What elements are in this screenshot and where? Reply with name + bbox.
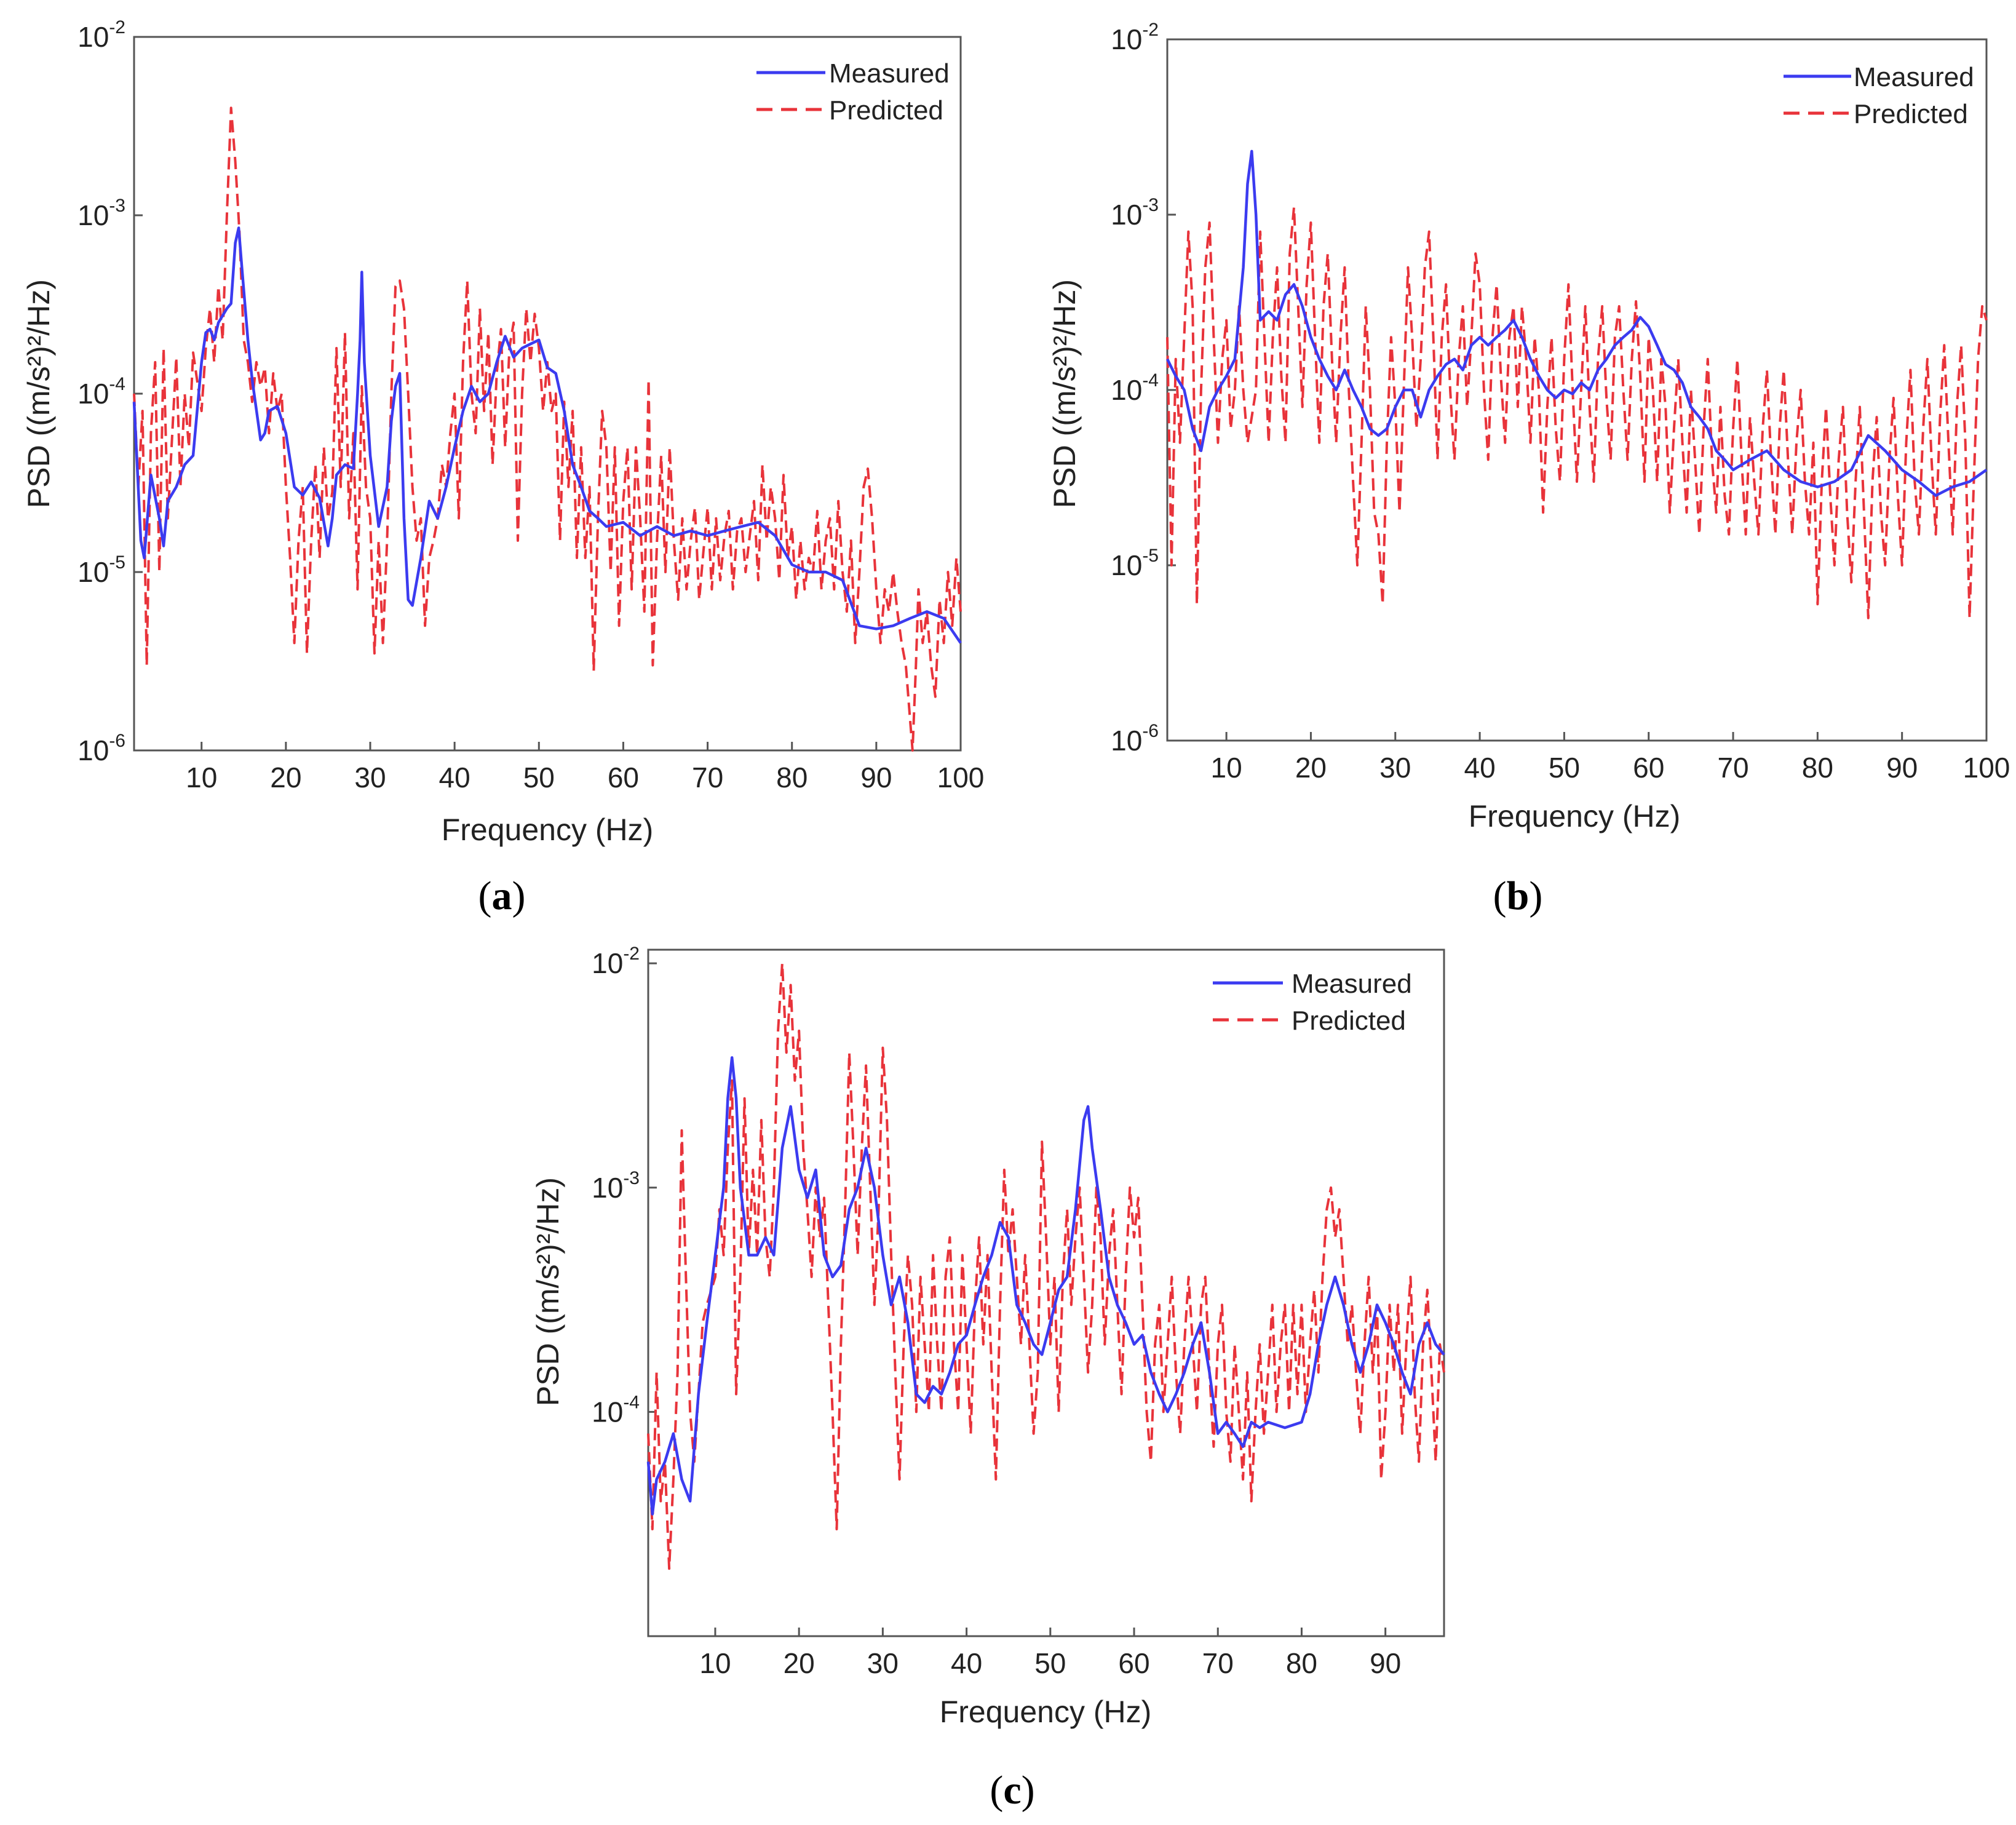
panel-a-y-tick-label: 10-4 bbox=[77, 374, 125, 410]
panel-b: 10-210-310-410-510-6 10 20 30 40 50 60 70 80 90 1… bbox=[1047, 20, 2010, 918]
panel-a-y-ticks: 10-2 10-3 10-4 10-5 10-6 bbox=[77, 17, 143, 766]
panel-a-y-tick-label: 10-5 bbox=[77, 552, 125, 588]
panel-a-series bbox=[132, 106, 962, 752]
panel-b-series bbox=[1165, 149, 1988, 619]
panel-c-predicted-line bbox=[647, 962, 1445, 1570]
panel-c-series bbox=[646, 962, 1445, 1570]
panel-b-label: (b) bbox=[1493, 873, 1543, 918]
panel-c-x-tick-label: 90 bbox=[1370, 1647, 1401, 1679]
panel-a-x-tick-label: 90 bbox=[860, 761, 892, 793]
panel-a-x-tick-label: 50 bbox=[523, 761, 555, 793]
panel-a-x-tick-label: 40 bbox=[439, 761, 470, 793]
panel-c-x-ticks: 10 20 30 40 50 60 70 80 90 bbox=[699, 1628, 1401, 1679]
panel-c-x-tick-label: 50 bbox=[1034, 1647, 1066, 1679]
panel-c-x-tick-label: 10 bbox=[699, 1647, 731, 1679]
panel-a-x-tick-label: 70 bbox=[692, 761, 723, 793]
panel-c-x-tick-label: 20 bbox=[784, 1647, 815, 1679]
panel-c-x-tick-label: 40 bbox=[951, 1647, 982, 1679]
panel-a-plot-frame bbox=[133, 36, 962, 752]
panel-c-label: (c) bbox=[990, 1768, 1034, 1813]
panel-b-x-tick-label: 80 bbox=[1802, 752, 1833, 784]
panel-b-x-tick-label: 50 bbox=[1549, 752, 1580, 784]
panel-c-y-ticks: 10-2 10-3 10-4 bbox=[592, 944, 657, 1428]
panel-b-legend: Measured Predicted bbox=[1784, 62, 1974, 129]
panel-b-y-ticks: 10-2 10-3 10-4 10-5 10-6 bbox=[1111, 20, 1176, 757]
panel-b-x-tick-label: 10 bbox=[1211, 752, 1242, 784]
panel-a-y-tick-label: 10-2 bbox=[77, 17, 125, 53]
panel-c-x-tick-label: 30 bbox=[867, 1647, 899, 1679]
panel-b-predicted-line bbox=[1166, 206, 1988, 619]
panel-c-x-tick-label: 70 bbox=[1202, 1647, 1234, 1679]
panel-b-x-tick-label: 60 bbox=[1633, 752, 1664, 784]
panel-a-legend-predicted-label: Predicted bbox=[829, 95, 943, 125]
panel-b-y-axis-title: PSD ((m/s²)²/Hz) bbox=[1047, 279, 1082, 508]
panel-b-y-tick-label: 10-5 bbox=[1111, 546, 1159, 581]
panel-b-x-tick-label: 30 bbox=[1379, 752, 1411, 784]
panel-c-x-tick-label: 80 bbox=[1286, 1647, 1317, 1679]
panel-b-x-tick-label: 40 bbox=[1464, 752, 1495, 784]
panel-a-x-axis-title: Frequency (Hz) bbox=[442, 813, 654, 847]
panel-b-legend-predicted-label: Predicted bbox=[1854, 99, 1968, 129]
panel-b-x-tick-label: 100 bbox=[1963, 752, 2010, 784]
panel-b-x-axis-title: Frequency (Hz) bbox=[1469, 799, 1681, 833]
panel-b-x-tick-label: 20 bbox=[1295, 752, 1327, 784]
panel-b-x-tick-label: 90 bbox=[1886, 752, 1918, 784]
panel-b-x-tick-label: 70 bbox=[1717, 752, 1748, 784]
panel-c-legend-measured-label: Measured bbox=[1292, 969, 1412, 999]
panel-a-x-tick-label: 100 bbox=[937, 761, 985, 793]
panel-c-y-axis-title: PSD ((m/s²)²/Hz) bbox=[531, 1177, 565, 1406]
panel-c-legend-predicted-label: Predicted bbox=[1292, 1006, 1406, 1036]
panel-a-x-tick-label: 10 bbox=[186, 761, 217, 793]
panel-a-legend: Measured Predicted bbox=[756, 58, 950, 125]
panel-b-y-tick-label: 10-4 bbox=[1111, 370, 1159, 406]
panel-c-measured-line bbox=[646, 1056, 1445, 1516]
panel-a-x-tick-label: 80 bbox=[776, 761, 808, 793]
panel-b-measured-line bbox=[1165, 149, 1988, 497]
panel-c-plot-frame bbox=[647, 948, 1445, 1637]
panel-b-x-ticks: 10 20 30 40 50 60 70 80 90 100 bbox=[1211, 732, 2010, 784]
panel-c-y-tick-label: 10-3 bbox=[592, 1168, 640, 1204]
panel-a-y-tick-label: 10-3 bbox=[77, 196, 125, 231]
panel-c-y-tick-label: 10-4 bbox=[592, 1392, 640, 1428]
panel-a-x-tick-label: 30 bbox=[354, 761, 386, 793]
panel-b-y-tick-label: 10-6 bbox=[1111, 721, 1159, 757]
panel-b-legend-measured-label: Measured bbox=[1854, 62, 1974, 92]
panel-a-y-axis-title: PSD ((m/s²)²/Hz) bbox=[22, 279, 56, 508]
panel-a-measured-line bbox=[132, 226, 962, 644]
panel-b-y-tick-label: 10-2 bbox=[1111, 20, 1159, 55]
panel-c-y-tick-label: 10-2 bbox=[592, 944, 640, 979]
panel-b-y-tick-label: 10-3 bbox=[1111, 195, 1159, 231]
panel-a-legend-measured-label: Measured bbox=[829, 58, 950, 89]
panel-a-y-tick-label: 10-6 bbox=[77, 731, 125, 766]
panel-c: 10-2 10-3 10-4 10 20 30 40 50 60 70 80 90 Measured… bbox=[531, 944, 1445, 1813]
panel-a-x-tick-label: 20 bbox=[270, 761, 301, 793]
panel-a: 10-210-310-410-510-6 10 20 30 40 50 60 70 80 90 1… bbox=[22, 17, 984, 918]
panel-a-x-tick-label: 60 bbox=[608, 761, 639, 793]
panel-a-x-ticks: 10 20 30 40 50 60 70 80 90 100 bbox=[186, 742, 984, 793]
panel-c-x-tick-label: 60 bbox=[1118, 1647, 1149, 1679]
panel-a-predicted-line bbox=[133, 106, 962, 752]
panel-c-legend: Measured Predicted bbox=[1213, 969, 1412, 1036]
panel-a-label: (a) bbox=[478, 873, 526, 918]
panel-c-x-axis-title: Frequency (Hz) bbox=[940, 1695, 1152, 1729]
